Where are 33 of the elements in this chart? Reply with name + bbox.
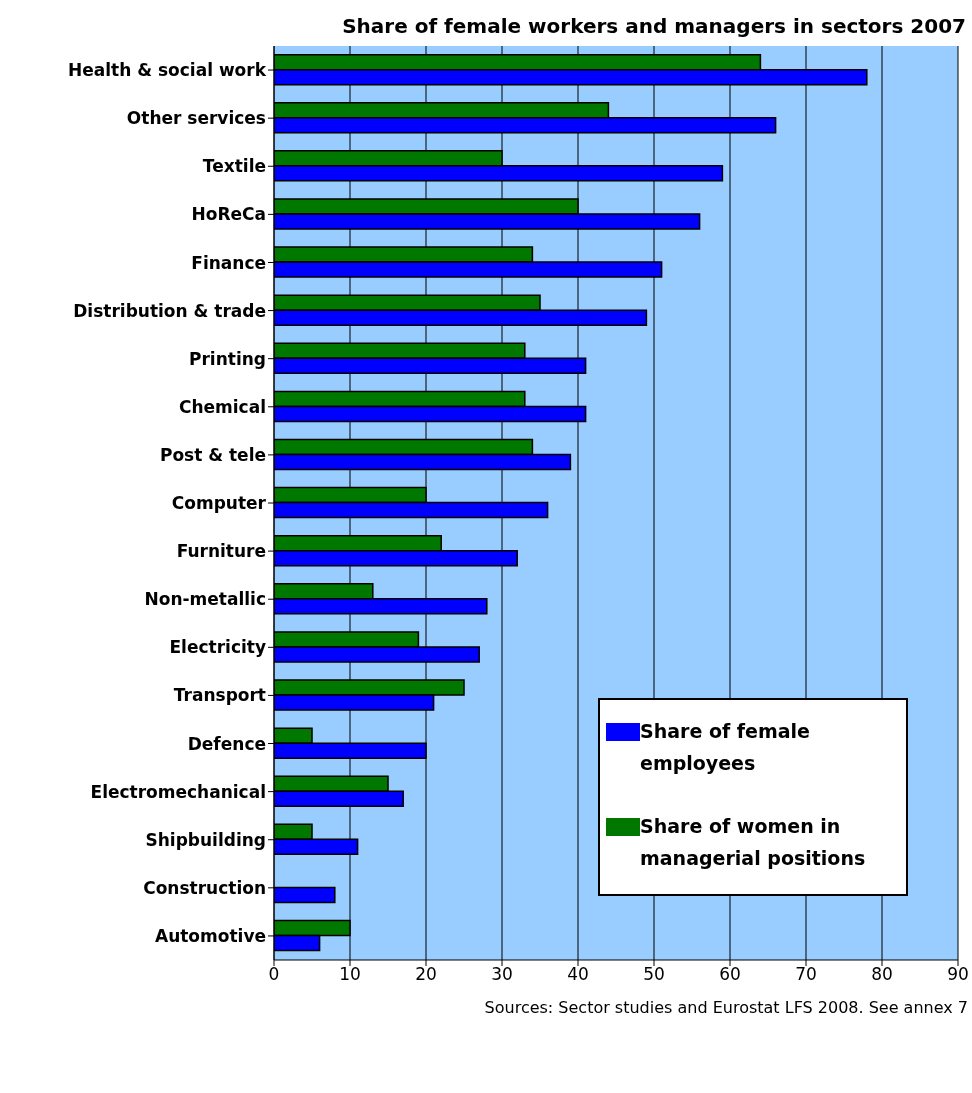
y-tick-label: Shipbuilding xyxy=(145,829,266,850)
y-tick-label: Electricity xyxy=(169,637,266,658)
y-tick-label: HoReCa xyxy=(191,204,266,225)
legend-label: Share of female employees xyxy=(640,719,811,776)
x-tick-label: 30 xyxy=(491,964,513,985)
y-tick-label: Other services xyxy=(126,108,266,129)
x-tick-label: 20 xyxy=(415,964,437,985)
x-tick-label: 80 xyxy=(871,964,893,985)
y-tick-label: Health & social work xyxy=(68,60,267,81)
x-tick-label: 10 xyxy=(339,964,361,985)
legend-label: Share of women in managerial positions xyxy=(640,814,867,871)
y-tick-label: Post & tele xyxy=(159,444,266,465)
x-tick-label: 90 xyxy=(947,964,969,985)
y-tick-label: Textile xyxy=(202,156,266,177)
y-tick-label: Defence xyxy=(187,733,266,754)
x-tick-label: 0 xyxy=(268,964,280,985)
x-tick-label: 60 xyxy=(719,964,741,985)
y-tick-label: Transport xyxy=(173,685,266,706)
y-tick-label: Chemical xyxy=(178,396,266,417)
source-note: Sources: Sector studies and Eurostat LFS 2008. See annex 7 xyxy=(483,998,968,1017)
y-tick-label: Computer xyxy=(171,493,267,514)
x-tick-label: 70 xyxy=(795,964,817,985)
x-tick-label: 50 xyxy=(643,964,665,985)
x-tick-label: 40 xyxy=(567,964,589,985)
y-tick-label: Distribution & trade xyxy=(73,300,266,321)
y-tick-label: Electromechanical xyxy=(90,781,266,802)
y-tick-label: Furniture xyxy=(176,541,266,562)
y-tick-label: Finance xyxy=(191,252,266,273)
y-tick-label: Non-metallic xyxy=(144,589,266,610)
y-tick-label: Printing xyxy=(189,348,266,369)
y-tick-label: Automotive xyxy=(154,925,266,946)
y-tick-label: Construction xyxy=(143,877,266,898)
chart-title: Share of female workers and managers in sectors 2007 xyxy=(341,13,967,40)
